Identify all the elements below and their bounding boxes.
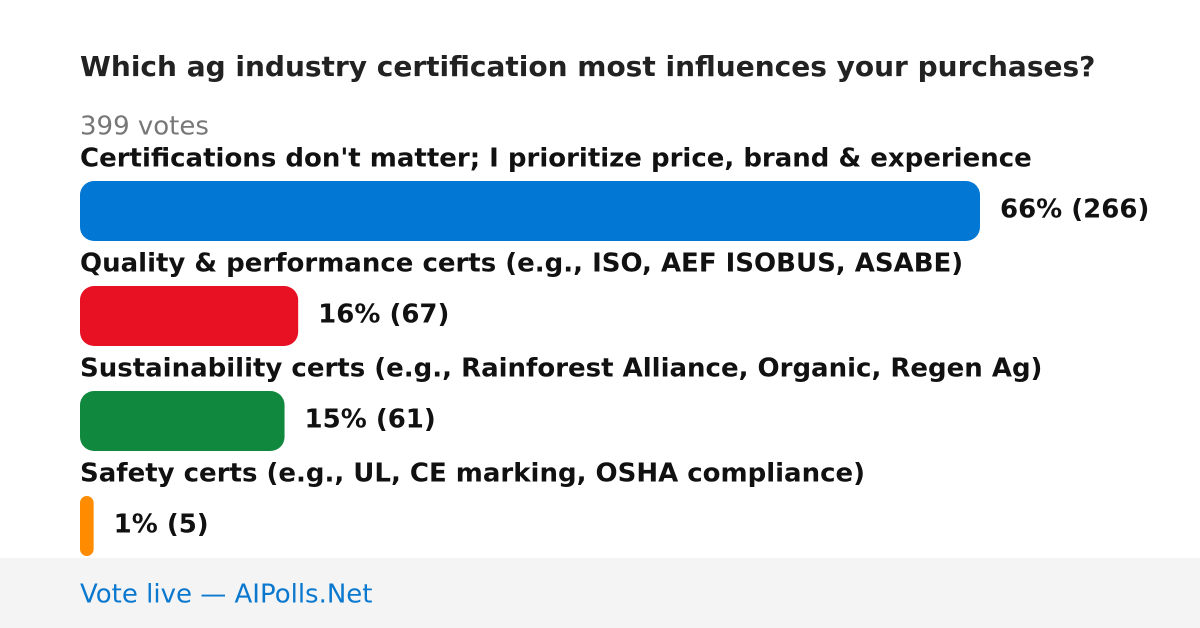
option-label: Safety certs (e.g., UL, CE marking, OSHA… xyxy=(80,459,865,489)
value-label: 66% (266) xyxy=(1000,195,1149,225)
value-label: 16% (67) xyxy=(318,300,449,330)
bar xyxy=(80,286,299,346)
option-label: Sustainability certs (e.g., Rainforest A… xyxy=(80,354,1042,384)
value-label: 1% (5) xyxy=(114,510,209,540)
value-label: 15% (61) xyxy=(305,405,436,435)
footer-bar xyxy=(0,558,1200,628)
option-label: Certifications don't matter; I prioritiz… xyxy=(80,144,1032,174)
option-label: Quality & performance certs (e.g., ISO, … xyxy=(80,249,963,279)
chart-title: Which ag industry certification most inf… xyxy=(80,50,1095,83)
bar xyxy=(80,181,980,241)
bar xyxy=(80,496,94,556)
vote-count: 399 votes xyxy=(80,112,209,142)
bar xyxy=(80,391,285,451)
footer-link[interactable]: Vote live — AIPolls.Net xyxy=(80,580,373,610)
